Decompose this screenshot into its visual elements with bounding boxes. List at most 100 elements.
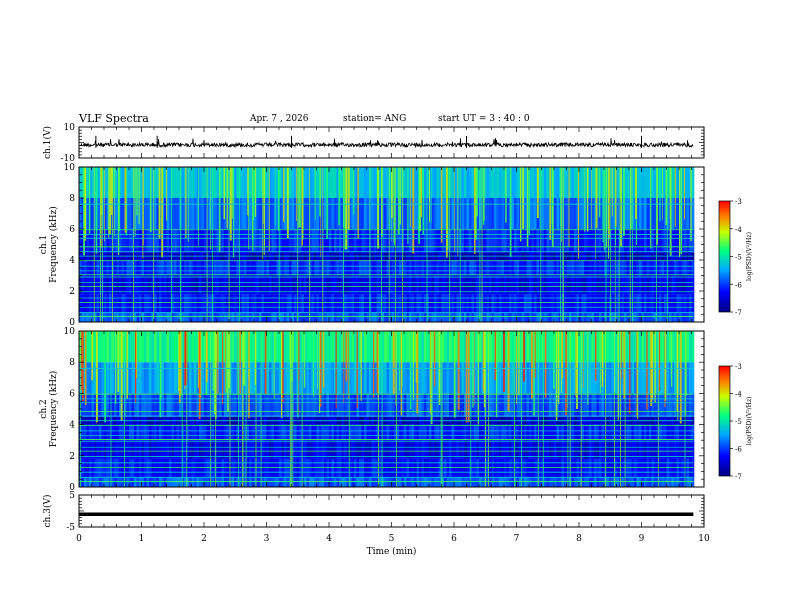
spec2-cell: [414, 440, 417, 459]
spec2-cell: [84, 440, 87, 459]
spec1-cell: [644, 198, 647, 229]
spec1-cell: [169, 275, 172, 295]
spec2-cell: [369, 424, 372, 441]
spec1-cell: [269, 260, 272, 276]
spec2-sferic: [212, 331, 215, 391]
spec2-sferic: [348, 331, 350, 487]
spec1-cell: [171, 229, 175, 253]
spec2-sferic: [398, 331, 400, 391]
spec1-cell: [479, 167, 482, 198]
spec1-cell: [541, 260, 545, 276]
spec1-cell: [604, 275, 607, 295]
spec2-cell: [634, 393, 637, 417]
spec2-cell: [371, 458, 375, 478]
spec1-cell: [389, 294, 392, 313]
spec2-cell: [309, 440, 312, 459]
spec2-cell: [221, 440, 225, 459]
spec1-cell: [306, 312, 310, 322]
spec1-cell: [599, 229, 602, 253]
spec1-cell: [386, 198, 390, 229]
spec2-cell: [686, 477, 690, 487]
spec2-cell: [456, 424, 460, 441]
spec2-cell: [331, 458, 335, 478]
spec1-cell: [606, 294, 610, 313]
spec2-cell: [454, 424, 457, 441]
spec1-cell: [224, 275, 227, 295]
spec1-cell: [419, 229, 422, 253]
spec1-cell: [284, 229, 287, 253]
spec1-cell: [154, 198, 157, 229]
spec1-sferic: [134, 167, 136, 237]
spec1-cell: [444, 275, 447, 295]
spec1-cell: [519, 294, 522, 313]
spec2-cell: [646, 440, 650, 459]
spec2-cell: [84, 477, 87, 487]
spec1-cell: [389, 167, 392, 198]
spec1-cell: [424, 198, 427, 229]
spec2-cell: [671, 440, 675, 459]
spec2-cell: [459, 458, 462, 478]
spec2-cell: [249, 440, 252, 459]
spec1-cell: [464, 312, 467, 322]
spec1-cell: [641, 312, 645, 322]
spec2-cell: [389, 424, 392, 441]
spec1-cell: [96, 294, 100, 313]
spec1-cell: [174, 312, 177, 322]
spec1-cell: [141, 260, 145, 276]
spec1-cell: [581, 167, 585, 198]
spec2-cell: [351, 362, 355, 394]
spec2-sferic: [221, 331, 224, 405]
spec2-cell: [574, 424, 577, 441]
spec2-cell: [361, 477, 365, 487]
spec2-cell: [394, 477, 397, 487]
spec1-cell: [489, 312, 492, 322]
spec1-cell: [659, 275, 662, 295]
spec1-sferic: [185, 167, 187, 238]
spec2-cell: [156, 424, 160, 441]
spec2-sferic: [184, 331, 187, 386]
spec2-sferic: [430, 331, 432, 381]
spec2-cell: [479, 440, 482, 459]
spec1-cell: [436, 167, 440, 198]
spec2-cell: [261, 362, 265, 394]
spec1-cell: [584, 312, 587, 322]
spec2-cell: [431, 440, 435, 459]
spec2-cell: [549, 362, 552, 394]
spec2-cell: [579, 458, 582, 478]
spec2-cell: [396, 440, 400, 459]
spec1-cell: [379, 260, 382, 276]
spec2-cell: [279, 424, 282, 441]
spec2-cell: [546, 477, 550, 487]
spec1-cell: [414, 312, 417, 322]
ch3-ytick-label: 5: [69, 491, 75, 501]
spec2-cell: [426, 393, 430, 417]
spec2-cell: [644, 393, 647, 417]
spec1-cell: [546, 198, 550, 229]
spec1-sferic: [394, 167, 396, 246]
spec1-cell: [131, 260, 135, 276]
spec1-cell: [79, 275, 82, 295]
spec2-cell: [251, 440, 255, 459]
spec1-cell: [469, 167, 472, 198]
spec1-cell: [651, 198, 655, 229]
spec1-cell: [494, 198, 497, 229]
spec1-cell: [186, 312, 190, 322]
spec2-cell: [639, 458, 642, 478]
spec2-cell: [669, 331, 672, 363]
spec2-cell: [459, 424, 462, 441]
spec2-cell: [91, 424, 95, 441]
spec1-cell: [196, 167, 200, 198]
spec1-cell: [386, 260, 390, 276]
spec2-sferic: [301, 331, 303, 487]
spec2-cell: [329, 393, 332, 417]
spec2-cell: [371, 477, 375, 487]
cb2-label: log(PSD)(V²/Hz): [746, 397, 753, 446]
spec1-cell: [446, 294, 450, 313]
spec2-cell: [666, 424, 670, 441]
spec2-cell: [559, 477, 562, 487]
spec2-cell: [294, 440, 297, 459]
spec1-sferic: [528, 167, 531, 236]
spec2-cell: [584, 440, 587, 459]
spec2-cell: [406, 440, 410, 459]
spec1-cell: [279, 312, 282, 322]
